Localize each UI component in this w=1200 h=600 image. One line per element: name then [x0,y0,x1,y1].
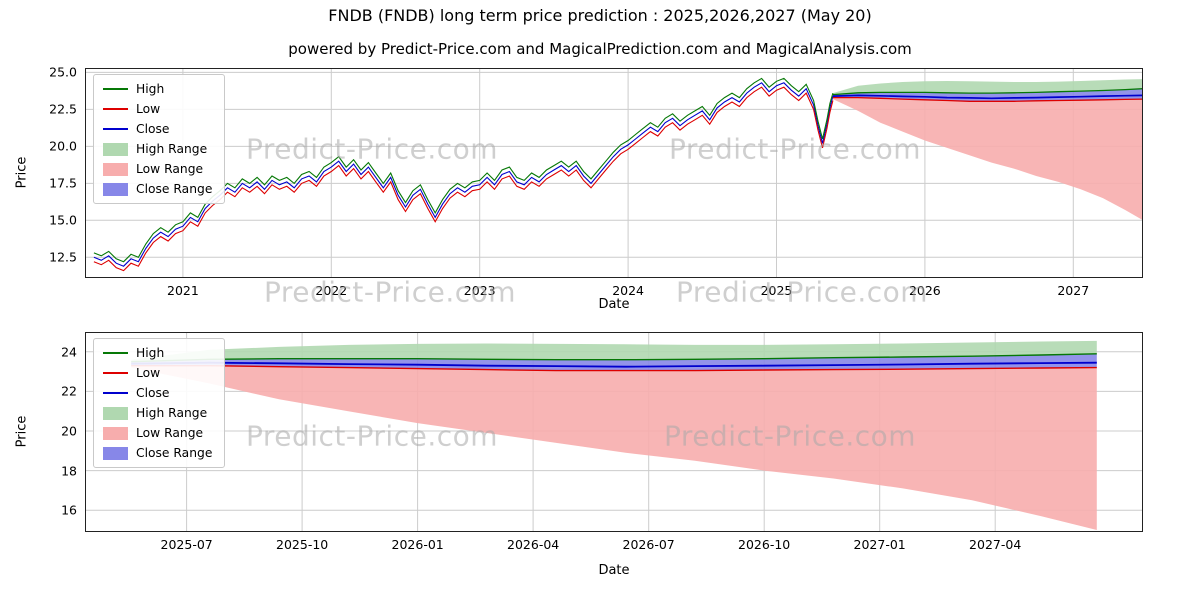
legend-patch-swatch [103,426,128,440]
y-tick-label: 12.5 [49,249,77,265]
legend-line-swatch [103,128,128,130]
x-tick-label: 2023 [463,283,496,298]
legend-item-low-range: Low Range [103,159,212,179]
low-range-band [131,365,1097,530]
y-tick-label: 20.0 [49,138,77,154]
pred-low-line [832,96,1143,102]
high-range-band [832,79,1143,95]
legend-item-low-range: Low Range [103,423,212,443]
legend-label: Close [136,386,170,400]
price-history-chart: 2021 2022 2023 2024 2025 2026 2027 12.5 15.0 17.5… [49,65,1143,298]
legend-patch-swatch [103,162,128,176]
y-tick-label: 17.5 [49,175,77,191]
legend-line-swatch [103,392,128,394]
x-tick-label: 2026-01 [391,537,444,552]
legend-item-low: Low [103,363,212,383]
legend-line-swatch [103,372,128,374]
y-tick-label: 24 [61,344,77,360]
y-tick-label: 16 [61,502,77,518]
legend: High Low Close High Range Low Range Close Ran… [93,338,226,468]
x-tick-label: 2025-07 [160,537,213,552]
x-tick-label: 2022 [315,283,348,298]
legend-item-high-range: High Range [103,139,212,159]
x-tick-label: 2025-10 [276,537,329,552]
pred-close-line [131,361,1097,368]
legend: High Low Close High Range Low Range Close Ran… [93,74,226,204]
y-axis-label-bottom: Price [14,415,30,448]
y-axis-label-top: Price [14,156,30,189]
legend-item-high: High [103,343,212,363]
x-tick-label: 2025 [760,283,793,298]
y-tick-label: 15.0 [49,212,77,228]
x-tick-label: 2027 [1057,283,1090,298]
legend-item-close: Close [103,119,212,139]
y-tick-label: 25.0 [49,64,77,80]
x-tick-label: 2026 [908,283,941,298]
legend-item-low: Low [103,99,212,119]
x-axis-label-bottom: Date [598,563,630,578]
y-tick-label: 18 [61,463,77,479]
pred-high-line [832,88,1143,96]
legend-item-high: High [103,79,212,99]
legend-item-close-range: Close Range [103,443,212,463]
legend-label: Close Range [136,182,213,196]
legend-line-swatch [103,108,128,110]
legend-item-high-range: High Range [103,403,212,423]
x-tick-label: 2026-04 [507,537,560,552]
x-tick-label: 2026-10 [738,537,791,552]
legend-label: High Range [136,142,208,156]
x-tick-label: 2026-07 [622,537,675,552]
x-tick-label: 2027-01 [853,537,906,552]
legend-label: Low [136,102,161,116]
legend-label: High [136,346,165,360]
watermark: Predict-Price.com [675,275,929,309]
legend-label: High Range [136,406,208,420]
legend-label: Close [136,122,170,136]
legend-label: Close Range [136,446,213,460]
x-tick-label: 2024 [612,283,644,298]
legend-item-close: Close [103,383,212,403]
legend-item-close-range: Close Range [103,179,212,199]
figure-title: FNDB (FNDB) long term price prediction :… [328,6,872,25]
plot-canvas [85,68,1143,278]
legend-line-swatch [103,352,128,354]
legend-label: High [136,82,165,96]
figure-subtitle: powered by Predict-Price.com and Magical… [288,40,912,58]
legend-patch-swatch [103,142,128,156]
x-axis-label-top: Date [598,297,630,312]
plot-canvas [85,332,1143,532]
x-tick-label: 2027-04 [969,537,1022,552]
high-range-band [131,340,1097,362]
legend-patch-swatch [103,406,128,420]
legend-line-swatch [103,88,128,90]
plot-border [85,68,1143,278]
pred-low-line [131,365,1097,372]
y-tick-label: 22.5 [49,101,77,117]
low-range-band [832,97,1143,221]
y-tick-label: 20 [61,423,77,439]
legend-label: Low Range [136,426,204,440]
legend-label: Low [136,366,161,380]
plot-border [85,332,1143,532]
legend-label: Low Range [136,162,204,176]
legend-patch-swatch [103,182,128,196]
x-tick-label: 2021 [167,283,199,298]
legend-patch-swatch [103,446,128,460]
pred-high-line [131,353,1097,363]
price-prediction-chart: 2025-07 2025-10 2026-01 2026-04 2026-07 2026-… [61,332,1143,552]
pred-close-line [832,94,1143,100]
y-tick-label: 22 [61,383,77,399]
